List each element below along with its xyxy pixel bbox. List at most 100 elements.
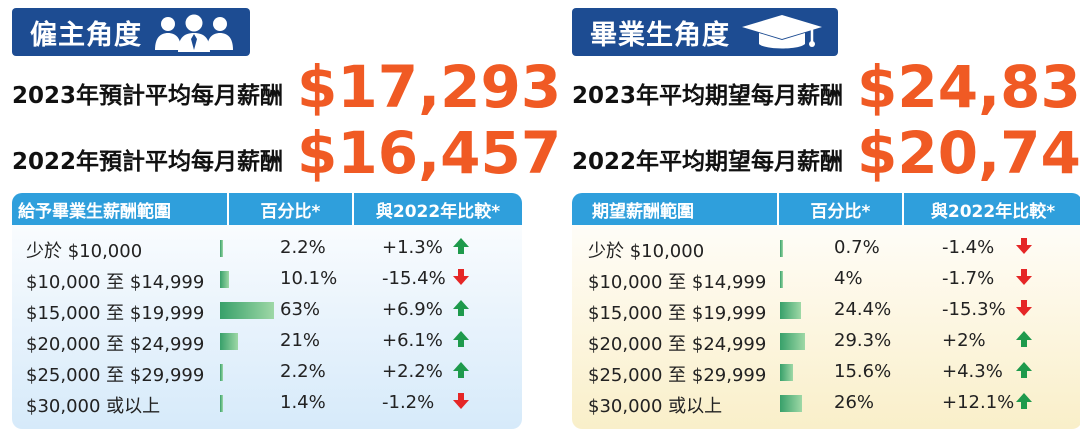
salary-range: $25,000 至 $29,999 — [588, 365, 767, 386]
table-row: 少於 $10,000 2.2% +1.3% — [12, 233, 522, 263]
graduate-2023-salary: 2023年平均期望每月薪酬 $24,838 — [572, 58, 1080, 116]
employer-2023-label: 2023年預計平均每月薪酬 — [12, 83, 284, 109]
percentage-bar — [780, 395, 803, 412]
salary-range: $15,000 至 $19,999 — [588, 303, 767, 324]
graduate-2022-label: 2022年平均期望每月薪酬 — [572, 149, 844, 175]
percentage-value: 4% — [834, 268, 863, 289]
people-group-icon — [152, 12, 236, 52]
change-value: +6.9% — [382, 299, 443, 320]
arrow-up-icon — [1015, 392, 1033, 410]
change-value: -1.4% — [942, 237, 995, 258]
header-change: 與2022年比較* — [902, 193, 1080, 225]
percentage-value: 29.3% — [834, 330, 892, 351]
percentage-bar — [780, 271, 784, 288]
header-percent: 百分比* — [777, 193, 902, 225]
table-row: $30,000 或以上 1.4% -1.2% — [12, 388, 522, 418]
arrow-up-icon — [1015, 330, 1033, 348]
graduate-badge: 畢業生角度 — [572, 8, 838, 56]
employer-2022-amount: $16,457 — [297, 119, 562, 187]
employer-2022-salary: 2022年預計平均每月薪酬 $16,457 — [12, 124, 561, 182]
change-value: +4.3% — [942, 361, 1003, 382]
employer-2023-amount: $17,293 — [297, 53, 562, 121]
salary-range: 少於 $10,000 — [26, 241, 143, 262]
arrow-up-icon — [452, 330, 470, 348]
change-value: +2.2% — [382, 361, 443, 382]
graduate-panel: 畢業生角度 2023年平均期望每月薪酬 $24,838 2022年平均期望每月薪… — [572, 0, 1080, 444]
table-header: 給予畢業生薪酬範圍 百分比* 與2022年比較* — [12, 193, 522, 225]
salary-range: $15,000 至 $19,999 — [26, 303, 205, 324]
employer-badge-title: 僱主角度 — [30, 19, 142, 51]
table-header: 期望薪酬範圍 百分比* 與2022年比較* — [572, 193, 1080, 225]
change-value: +6.1% — [382, 330, 443, 351]
change-value: -1.7% — [942, 268, 995, 289]
graduate-2023-label: 2023年平均期望每月薪酬 — [572, 83, 844, 109]
percentage-value: 15.6% — [834, 361, 892, 382]
table-row: $25,000 至 $29,999 2.2% +2.2% — [12, 357, 522, 387]
employer-2022-label: 2022年預計平均每月薪酬 — [12, 149, 284, 175]
table-row: $15,000 至 $19,999 24.4% -15.3% — [572, 295, 1080, 325]
percentage-bar — [220, 333, 238, 350]
percentage-bar — [220, 364, 223, 381]
header-change: 與2022年比較* — [352, 193, 522, 225]
graduate-salary-table: 期望薪酬範圍 百分比* 與2022年比較* 少於 $10,000 0.7% -1.4… — [572, 193, 1080, 429]
employer-badge: 僱主角度 — [12, 8, 250, 56]
employer-salary-table: 給予畢業生薪酬範圍 百分比* 與2022年比較* 少於 $10,000 2.2% +… — [12, 193, 522, 429]
salary-range: $10,000 至 $14,999 — [26, 272, 205, 293]
percentage-bar — [780, 333, 805, 350]
table-row: $15,000 至 $19,999 63% +6.9% — [12, 295, 522, 325]
salary-range: $30,000 或以上 — [588, 396, 723, 417]
percentage-value: 21% — [280, 330, 321, 351]
salary-range: $20,000 至 $24,999 — [588, 334, 767, 355]
percentage-value: 0.7% — [834, 237, 880, 258]
arrow-down-icon — [452, 392, 470, 410]
employer-panel: 僱主角度 2023年預計平均每月薪酬 $17,293 2022年預計平均每月薪酬… — [12, 0, 561, 444]
arrow-up-icon — [452, 361, 470, 379]
arrow-down-icon — [1015, 268, 1033, 286]
change-value: +2% — [942, 330, 986, 351]
table-row: $25,000 至 $29,999 15.6% +4.3% — [572, 357, 1080, 387]
change-value: +1.3% — [382, 237, 443, 258]
table-row: $10,000 至 $14,999 4% -1.7% — [572, 264, 1080, 294]
table-row: $30,000 或以上 26% +12.1% — [572, 388, 1080, 418]
header-range: 給予畢業生薪酬範圍 — [12, 193, 227, 225]
percentage-value: 10.1% — [280, 268, 338, 289]
table-row: 少於 $10,000 0.7% -1.4% — [572, 233, 1080, 263]
table-row: $10,000 至 $14,999 10.1% -15.4% — [12, 264, 522, 294]
arrow-up-icon — [452, 237, 470, 255]
change-value: -15.4% — [382, 268, 446, 289]
header-percent: 百分比* — [227, 193, 352, 225]
percentage-value: 63% — [280, 299, 321, 320]
graduate-badge-title: 畢業生角度 — [590, 19, 730, 51]
arrow-down-icon — [1015, 299, 1033, 317]
arrow-up-icon — [452, 299, 470, 317]
percentage-value: 2.2% — [280, 361, 326, 382]
salary-range: 少於 $10,000 — [588, 241, 705, 262]
salary-range: $30,000 或以上 — [26, 396, 161, 417]
change-value: -15.3% — [942, 299, 1006, 320]
arrow-up-icon — [1015, 361, 1033, 379]
header-range: 期望薪酬範圍 — [572, 193, 777, 225]
graduate-2022-salary: 2022年平均期望每月薪酬 $20,749 — [572, 124, 1080, 182]
arrow-down-icon — [452, 268, 470, 286]
graduation-cap-icon — [740, 12, 824, 52]
graduate-2023-amount: $24,838 — [857, 53, 1080, 121]
salary-range: $25,000 至 $29,999 — [26, 365, 205, 386]
salary-range: $20,000 至 $24,999 — [26, 334, 205, 355]
percentage-value: 24.4% — [834, 299, 892, 320]
change-value: +12.1% — [942, 392, 1015, 413]
percentage-value: 1.4% — [280, 392, 326, 413]
percentage-bar — [220, 240, 223, 257]
percentage-bar — [220, 395, 223, 412]
arrow-down-icon — [1015, 237, 1033, 255]
percentage-bar — [780, 302, 801, 319]
percentage-bar — [780, 364, 794, 381]
salary-range: $10,000 至 $14,999 — [588, 272, 767, 293]
percentage-value: 2.2% — [280, 237, 326, 258]
employer-2023-salary: 2023年預計平均每月薪酬 $17,293 — [12, 58, 561, 116]
percentage-bar — [780, 240, 783, 257]
percentage-bar — [220, 302, 274, 319]
percentage-value: 26% — [834, 392, 875, 413]
table-row: $20,000 至 $24,999 21% +6.1% — [12, 326, 522, 356]
change-value: -1.2% — [382, 392, 435, 413]
percentage-bar — [220, 271, 229, 288]
